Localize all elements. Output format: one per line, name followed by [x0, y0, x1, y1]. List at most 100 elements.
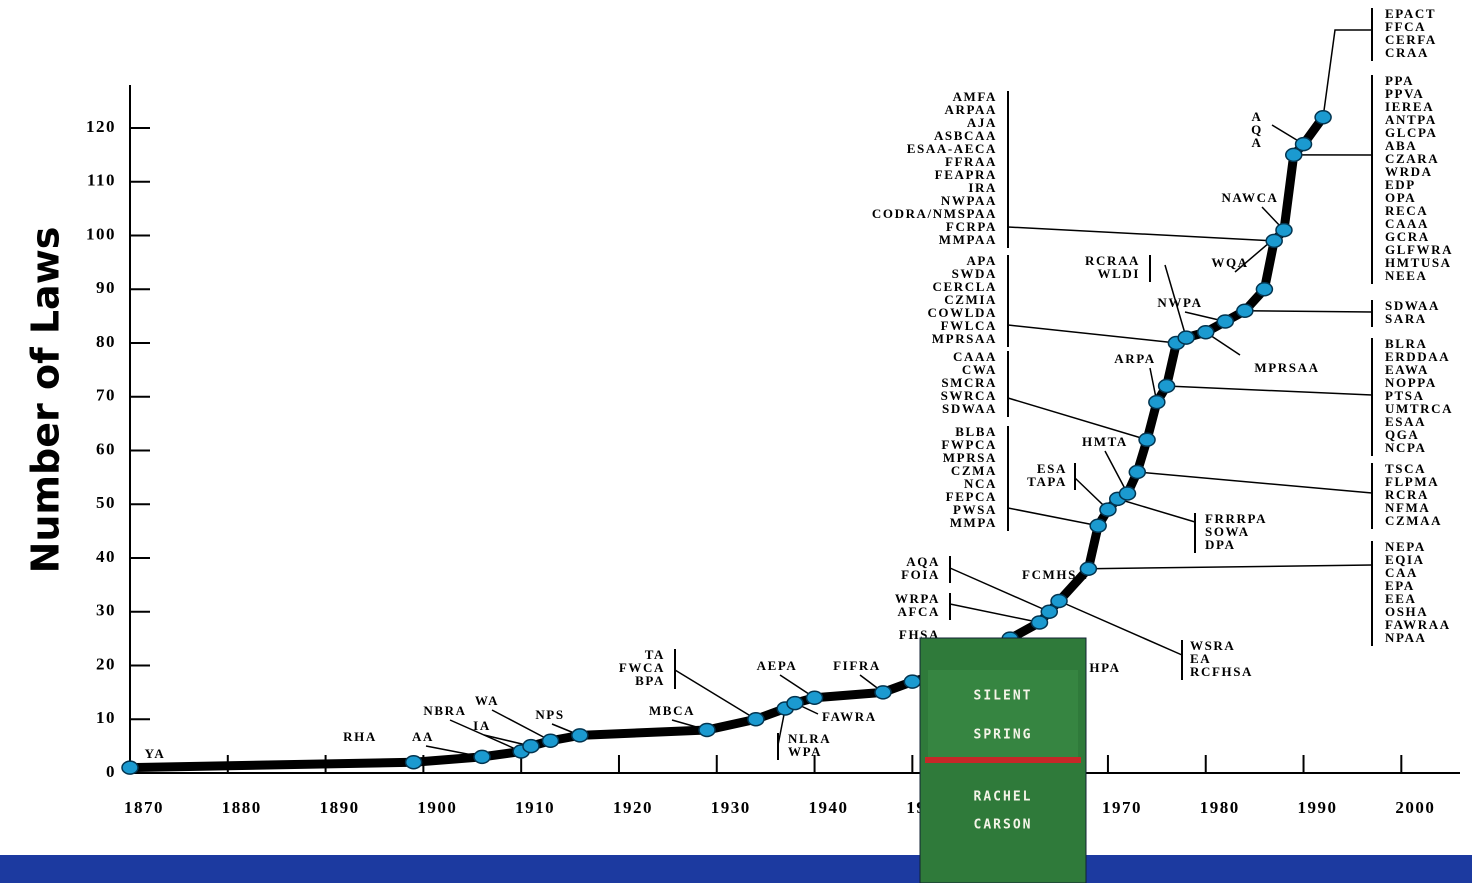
- annotation-text: NWPAA: [941, 193, 997, 208]
- annotation-text: WLDI: [1097, 266, 1140, 281]
- data-point: [1255, 282, 1274, 297]
- data-point: [1128, 464, 1147, 480]
- annotation-text: MBCA: [649, 703, 695, 718]
- data-point: [1089, 518, 1107, 533]
- annotation-text: NEPA: [1385, 539, 1426, 554]
- x-tick-label: 1880: [222, 798, 262, 817]
- data-point: [1050, 593, 1068, 609]
- data-point: [786, 695, 804, 711]
- y-axis-label: Number of Laws: [24, 227, 68, 574]
- annotation-text: ANTPA: [1385, 112, 1437, 127]
- annotation-text: GLCPA: [1385, 125, 1438, 140]
- annotation-text: RCFHSA: [1190, 664, 1253, 679]
- data-point: [1040, 604, 1059, 619]
- annotation-text: PPVA: [1385, 86, 1424, 101]
- annotation-text: ESA: [1037, 461, 1067, 476]
- annotation-text: FIFRA: [833, 658, 881, 673]
- data-point: [1196, 325, 1215, 340]
- annotation-text: CZARA: [1385, 151, 1439, 166]
- y-tick-label: 20: [96, 654, 116, 673]
- book-title: SPRING: [974, 728, 1033, 743]
- data-point: [1138, 432, 1156, 447]
- annotation-text: MPRSAA: [932, 331, 997, 346]
- annotation-connector: [674, 669, 757, 720]
- data-point: [1294, 136, 1313, 152]
- annotation-text: FRRRPA: [1205, 511, 1267, 526]
- annotation-text: ESAA: [1385, 414, 1426, 429]
- data-point: [1236, 303, 1254, 318]
- annotation-text: HMTA: [1082, 434, 1128, 449]
- annotation-text: SWDA: [952, 266, 997, 281]
- annotation-text: FWPCA: [941, 437, 997, 452]
- data-point: [1275, 222, 1293, 238]
- annotation-text: AFCA: [897, 604, 940, 619]
- annotation-text: BLBA: [955, 424, 997, 439]
- data-point: [1079, 561, 1098, 576]
- x-tick-label: 2000: [1395, 798, 1435, 817]
- annotation-text: NOPPA: [1385, 375, 1437, 390]
- y-tick-label: 80: [96, 332, 116, 351]
- data-point: [698, 722, 716, 738]
- annotation-connector: [491, 709, 551, 742]
- annotation-text: EQIA: [1385, 552, 1425, 567]
- annotation-text: WQA: [1211, 255, 1248, 270]
- data-point: [404, 755, 423, 770]
- annotation-text: CZMAA: [1385, 513, 1442, 528]
- data-point: [874, 685, 892, 700]
- annotation-text: AA: [412, 729, 434, 744]
- annotation-connector: [1007, 226, 1275, 242]
- data-point: [522, 738, 540, 754]
- annotation-text: NEEA: [1385, 268, 1428, 283]
- annotation-text: TSCA: [1385, 461, 1426, 476]
- annotation-text: GLFWRA: [1385, 242, 1453, 257]
- data-point: [1157, 378, 1176, 394]
- annotation-text: AMFA: [953, 89, 997, 104]
- data-point: [1285, 147, 1303, 163]
- annotation-connector: [1137, 471, 1373, 494]
- annotation-text: RCRA: [1385, 487, 1429, 502]
- book-title: SILENT: [974, 689, 1033, 704]
- annotation-text: CERFA: [1385, 32, 1437, 47]
- annotation-text: QGA: [1385, 427, 1419, 442]
- x-tick-label: 1940: [809, 798, 849, 817]
- book-cover: SILENT SPRING RACHEL CARSON: [919, 637, 1087, 883]
- annotation-text: WA: [475, 693, 499, 708]
- annotation-text: ESAA-AECA: [907, 141, 997, 156]
- annotation-text: APA: [966, 253, 997, 268]
- annotation-text: FCRPA: [946, 219, 997, 234]
- annotation-text: IA: [473, 718, 491, 733]
- annotation-text: DPA: [1205, 537, 1236, 552]
- book-stripe: [925, 757, 1081, 763]
- y-tick-label: 0: [106, 762, 116, 781]
- annotation-text: BPA: [635, 673, 665, 688]
- annotation-text: MPRSA: [943, 450, 997, 465]
- annotation-text: A: [1252, 109, 1263, 124]
- annotation-text: PWSA: [953, 502, 997, 517]
- data-point: [1177, 330, 1195, 345]
- annotation-text: WRDA: [1385, 164, 1433, 179]
- annotation-text: HMTUSA: [1385, 255, 1452, 270]
- annotation-text: SMCRA: [941, 375, 997, 390]
- y-tick-label: 10: [96, 708, 116, 727]
- y-tick-label: 120: [86, 117, 116, 136]
- annotation-text: Q: [1251, 122, 1263, 137]
- annotation-connector: [1007, 397, 1148, 441]
- annotation-text: WRPA: [895, 591, 940, 606]
- annotation-text: SOWA: [1205, 524, 1250, 539]
- annotation-text: WSRA: [1190, 638, 1235, 653]
- annotation-text: CAAA: [953, 349, 997, 364]
- annotation-text: SDWAA: [942, 401, 997, 416]
- annotation-text: FLPMA: [1385, 474, 1439, 489]
- data-point: [1118, 486, 1137, 501]
- annotation-text: OPA: [1385, 190, 1416, 205]
- annotation-text: NCA: [964, 476, 997, 491]
- data-point: [747, 712, 765, 727]
- annotation-text: COWLDA: [927, 305, 997, 320]
- annotation-text: SWRCA: [941, 388, 997, 403]
- annotation-text: FFRAA: [945, 154, 997, 169]
- annotation-text: RCRAA: [1085, 253, 1140, 268]
- annotation-text: MMPAA: [939, 232, 997, 247]
- x-tick-label: 1890: [320, 798, 360, 817]
- annotation-text: NAWCA: [1221, 190, 1278, 205]
- y-tick-label: 90: [96, 278, 116, 297]
